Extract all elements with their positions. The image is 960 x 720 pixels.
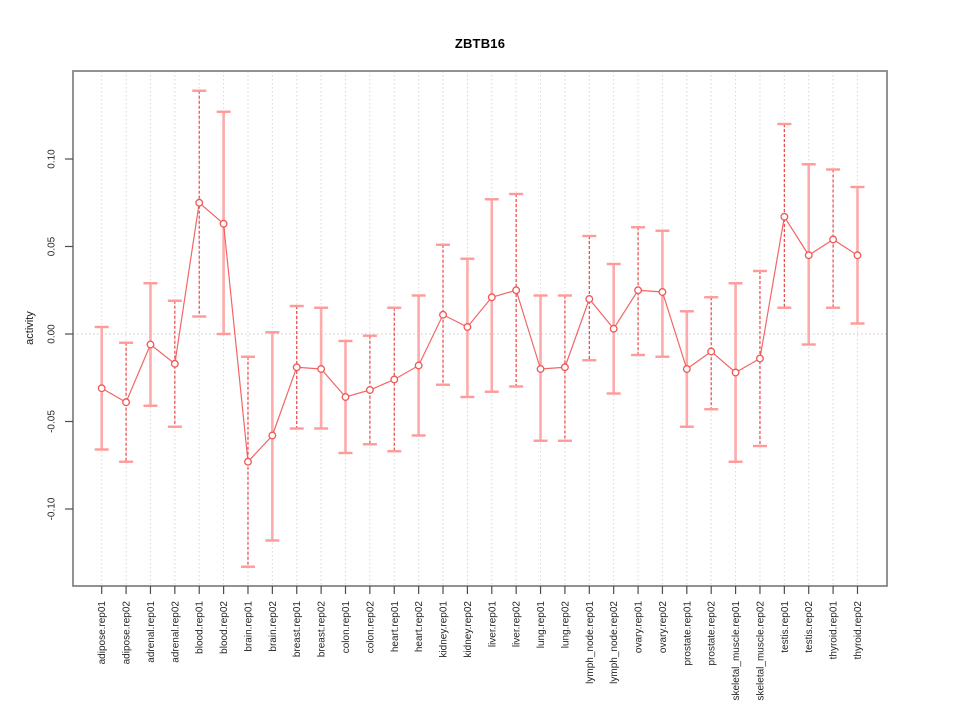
data-point [487, 293, 496, 302]
data-point [439, 310, 447, 319]
x-tick-label: kidney.rep02 [463, 601, 474, 658]
x-tick-label: liver.rep01 [487, 601, 498, 648]
data-point [536, 365, 545, 373]
data-point [146, 340, 155, 349]
data-point [560, 363, 569, 372]
x-tick-label: adrenal.rep02 [170, 601, 181, 663]
x-tick-label: skeletal_muscle.rep02 [755, 601, 766, 701]
x-tick-label: adipose.rep01 [97, 601, 108, 665]
x-tick-label: liver.rep02 [512, 601, 523, 648]
x-tick-label: lymph_node.rep02 [609, 601, 620, 684]
data-point [731, 368, 740, 377]
y-tick-label: -0.10 [47, 497, 58, 520]
x-tick-label: prostate.rep02 [707, 601, 718, 666]
x-tick-label: thyroid.rep01 [829, 601, 840, 660]
data-point [317, 365, 326, 373]
data-point [292, 363, 301, 372]
x-tick-label: breast.rep02 [317, 601, 328, 658]
x-tick-label: thyroid.rep02 [853, 601, 864, 660]
data-point [170, 359, 179, 368]
y-tick-label: 0.05 [47, 236, 58, 256]
x-tick-label: skeletal_muscle.rep01 [731, 601, 742, 701]
data-point [195, 198, 204, 207]
x-tick-label: lung.rep02 [560, 601, 571, 649]
x-tick-label: blood.rep01 [195, 601, 206, 654]
x-tick-label: lymph_node.rep01 [585, 601, 596, 684]
x-tick-label: testis.rep01 [780, 601, 791, 653]
x-tick-label: colon.rep01 [341, 601, 352, 654]
data-point [244, 457, 252, 466]
data-point [390, 375, 399, 384]
series-line [101, 201, 858, 464]
x-tick-label: testis.rep02 [804, 601, 815, 653]
x-tick-label: brain.rep02 [268, 601, 279, 652]
x-tick-label: blood.rep02 [219, 601, 230, 654]
x-tick-label: breast.rep01 [292, 601, 303, 658]
data-point [609, 324, 618, 333]
x-tick-label: heart.rep01 [390, 601, 401, 653]
data-point [365, 386, 374, 394]
x-tick-label: brain.rep01 [243, 601, 254, 652]
data-point [780, 212, 789, 221]
data-point [414, 361, 423, 370]
data-point [829, 235, 838, 244]
data-point [756, 354, 764, 363]
data-point [634, 286, 643, 295]
data-point [707, 347, 716, 356]
data-point [97, 384, 106, 393]
x-tick-label: kidney.rep01 [439, 601, 450, 658]
chart-title: ZBTB16 [454, 36, 506, 51]
data-point [512, 286, 521, 295]
x-tick-label: ovary.rep01 [634, 601, 645, 654]
x-tick-label: heart.rep02 [414, 601, 425, 653]
data-point [268, 431, 277, 440]
x-tick-label: prostate.rep01 [682, 601, 693, 666]
data-point [341, 393, 350, 401]
x-tick-label: adrenal.rep01 [146, 601, 157, 663]
data-point [122, 398, 131, 407]
x-tick-label: colon.rep02 [365, 601, 376, 654]
data-point [804, 251, 813, 260]
x-tick-label: lung.rep01 [536, 601, 547, 649]
y-tick-label: 0.10 [47, 149, 58, 169]
x-tick-label: adipose.rep02 [122, 601, 133, 665]
plot-border [72, 70, 888, 587]
data-point [658, 288, 667, 296]
data-point [463, 323, 472, 331]
data-point [853, 251, 862, 260]
x-tick-label: ovary.rep02 [658, 601, 669, 654]
y-tick-label: 0.00 [47, 324, 58, 344]
data-point [219, 219, 228, 228]
y-tick-label: -0.05 [47, 410, 58, 433]
data-point [682, 365, 691, 373]
data-point [585, 295, 594, 303]
